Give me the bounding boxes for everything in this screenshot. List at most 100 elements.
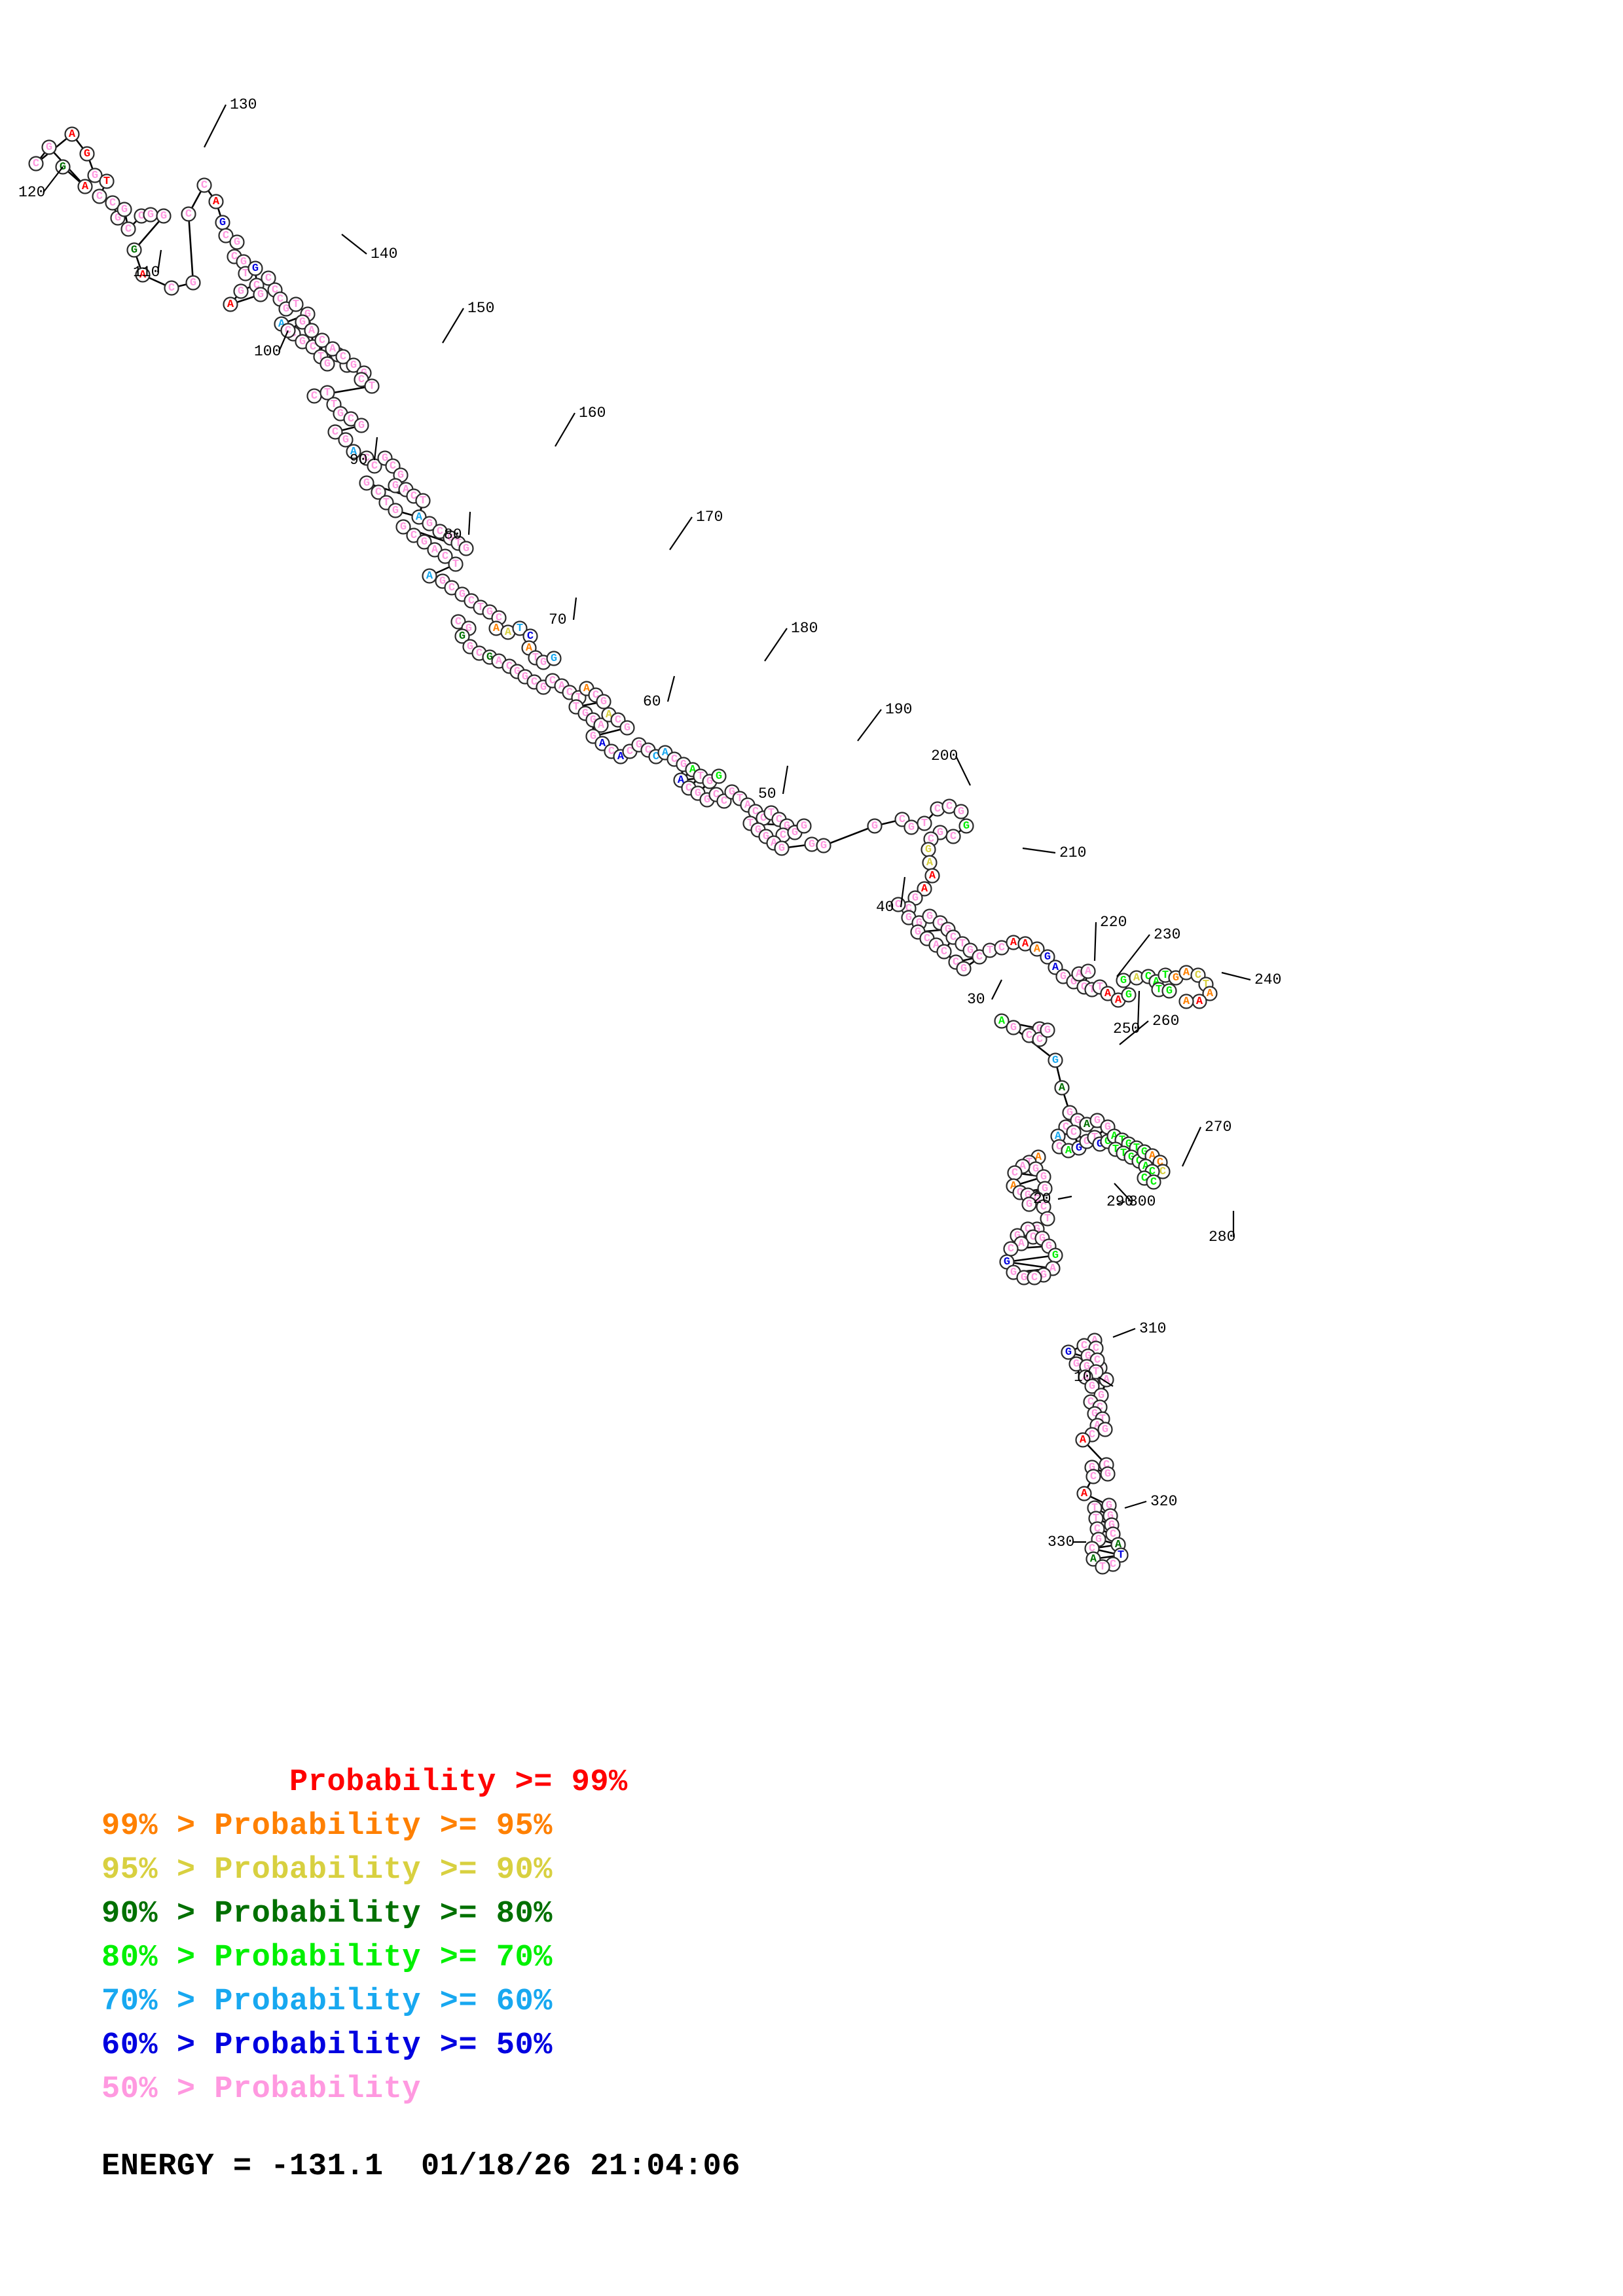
nucleotide-letter: C <box>608 745 615 758</box>
nucleotide-letter: C <box>1081 1340 1087 1352</box>
nucleotide: T <box>288 296 304 312</box>
nucleotide-circle <box>247 260 263 276</box>
nucleotide-letter: C <box>138 210 145 223</box>
nucleotide-letter: G <box>1128 1151 1135 1164</box>
nucleotide-letter: C <box>125 223 132 236</box>
nucleotide-circle <box>77 179 93 194</box>
nucleotide-circle <box>422 516 437 531</box>
position-label: 300 <box>1129 1193 1156 1210</box>
nucleotide-letter: G <box>778 842 785 855</box>
nucleotide-letter: C <box>33 158 39 170</box>
nucleotide-letter: G <box>252 262 259 275</box>
nucleotide-letter: A <box>1010 937 1017 949</box>
energy-line: ENERGY = -131.1 01/18/26 21:04:06 <box>101 2149 740 2184</box>
nucleotide: G <box>87 168 103 183</box>
nucleotide: C <box>327 424 343 440</box>
position-label: 90 <box>350 452 368 469</box>
nucleotide-letter: C <box>1159 1166 1166 1178</box>
nucleotide-circle <box>346 357 361 373</box>
nucleotide-letter: C <box>645 744 651 757</box>
nucleotide-letter: T <box>455 537 462 550</box>
nucleotide-letter: G <box>1034 1223 1040 1236</box>
nucleotide-letter: C <box>1195 969 1201 982</box>
nucleotide-circle <box>319 385 335 401</box>
position-label: 190 <box>885 701 912 718</box>
nucleotide-letter: T <box>369 380 375 393</box>
position-leader-line <box>900 876 906 908</box>
nucleotide: G <box>295 314 310 330</box>
nucleotide: A <box>1017 936 1033 952</box>
nucleotide-circle <box>223 296 238 312</box>
nucleotide-letter: G <box>540 681 547 694</box>
nucleotide: C <box>945 829 961 844</box>
nucleotide: G <box>79 146 95 162</box>
nucleotide-circle <box>28 156 44 171</box>
nucleotide-letter: A <box>1010 1180 1017 1193</box>
nucleotide: A <box>1202 986 1218 1001</box>
nucleotide-letter: C <box>340 351 346 363</box>
nucleotide-letter: A <box>1091 1335 1099 1347</box>
nucleotide-letter: T <box>477 601 484 614</box>
nucleotide-letter: C <box>310 341 316 353</box>
nucleotide-circle <box>1121 987 1137 1003</box>
nucleotide-letter: C <box>549 675 556 687</box>
nucleotide-letter: T <box>242 268 249 280</box>
nucleotide: A <box>1029 941 1045 957</box>
nucleotide-letter: G <box>1014 1230 1021 1242</box>
nucleotide-letter: G <box>820 840 827 852</box>
nucleotide-letter: G <box>1104 1468 1111 1480</box>
nucleotide-circle <box>319 356 335 372</box>
nucleotide-letter: G <box>1125 1138 1132 1151</box>
nucleotide-letter: G <box>1010 1022 1017 1034</box>
nucleotide-circle <box>1006 1020 1021 1035</box>
nucleotide-letter: T <box>1112 1143 1119 1156</box>
nucleotide-letter: C <box>1093 1342 1099 1355</box>
nucleotide-letter: C <box>615 714 621 726</box>
nucleotide: G <box>711 768 727 784</box>
nucleotide-letter: G <box>1070 976 1077 988</box>
nucleotide-letter: A <box>1065 1145 1072 1157</box>
nucleotide-letter: G <box>1076 1142 1082 1155</box>
position-leader-line <box>442 308 464 344</box>
nucleotide-circle <box>295 314 310 330</box>
nucleotide-letter: C <box>223 230 229 242</box>
nucleotide-circle <box>1085 1469 1101 1484</box>
nucleotide-letter: C <box>506 660 513 673</box>
nucleotide: G <box>1040 1022 1055 1038</box>
nucleotide: G <box>774 840 790 856</box>
nucleotide: A <box>1075 1432 1091 1448</box>
nucleotide: T <box>319 385 335 401</box>
nucleotide: G <box>596 694 611 709</box>
nucleotide-letter: A <box>82 181 89 193</box>
nucleotide-letter: G <box>46 141 52 154</box>
nucleotide-letter: A <box>350 446 357 458</box>
nucleotide-circle <box>1027 1270 1042 1285</box>
nucleotide-letter: T <box>103 175 110 188</box>
nucleotide-letter: C <box>348 413 354 425</box>
nucleotide-circle <box>79 146 95 162</box>
nucleotide-letter: G <box>397 469 404 482</box>
nucleotide-letter: A <box>998 1015 1006 1028</box>
nucleotide-letter: A <box>227 298 234 311</box>
nucleotide-circle <box>253 287 268 302</box>
backbone-segment <box>822 825 876 847</box>
nucleotide-circle <box>1084 1378 1100 1394</box>
nucleotide: G <box>388 503 403 518</box>
nucleotide-letter: G <box>926 910 933 923</box>
nucleotide-letter: G <box>937 827 943 839</box>
nucleotide-letter: G <box>486 606 493 619</box>
nucleotide: G <box>546 651 562 666</box>
nucleotide-letter: C <box>332 426 338 439</box>
nucleotide-circle <box>1066 1124 1082 1140</box>
nucleotide-letter: A <box>583 683 591 695</box>
nucleotide: G <box>956 961 972 977</box>
nucleotide-circle <box>936 944 952 960</box>
nucleotide-letter: G <box>1125 989 1132 1001</box>
nucleotide: G <box>1100 1466 1116 1482</box>
position-leader-line <box>572 597 577 620</box>
nucleotide-letter: G <box>240 256 247 268</box>
nucleotide-letter: G <box>590 730 596 743</box>
nucleotide: A <box>1080 963 1096 979</box>
nucleotide-letter: T <box>532 652 539 664</box>
